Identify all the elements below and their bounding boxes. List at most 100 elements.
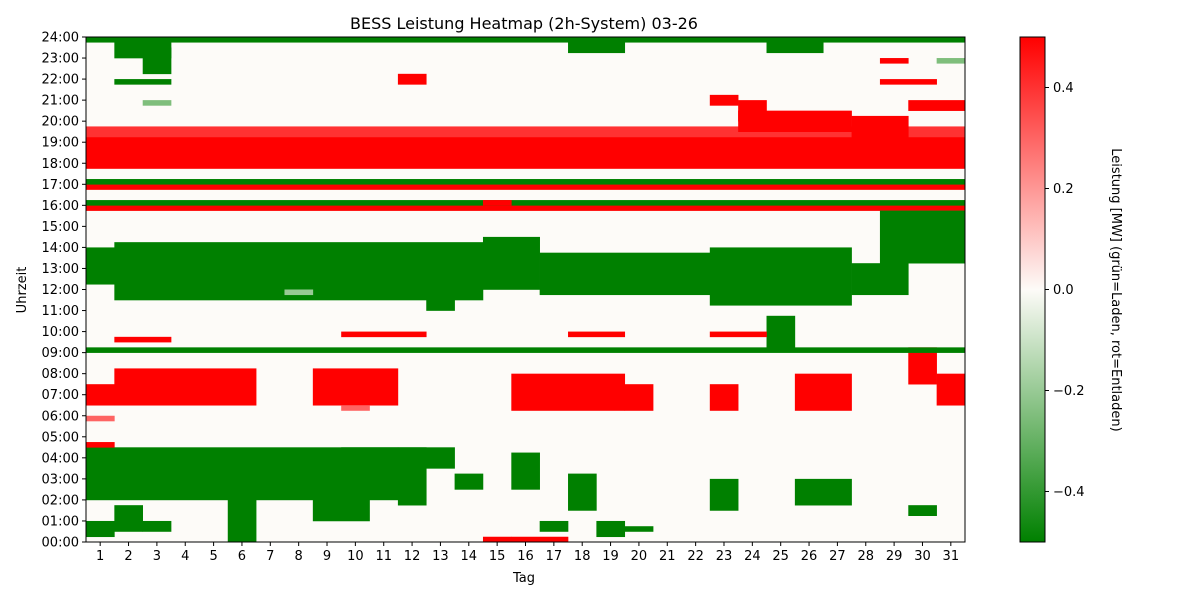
colorbar-tick-label: −0.4 [1053, 485, 1085, 500]
x-tick-label: 24 [744, 549, 761, 564]
x-tick-label: 26 [801, 549, 818, 564]
colorbar-tick-label: 0.0 [1053, 283, 1074, 298]
heatmap-cell [341, 331, 427, 338]
x-tick-label: 15 [489, 549, 506, 564]
heatmap-cell [624, 526, 654, 532]
x-tick-label: 1 [96, 549, 104, 564]
x-tick-label: 7 [266, 549, 274, 564]
colorbar-tick-label: −0.2 [1053, 384, 1085, 399]
x-tick-label: 2 [124, 549, 132, 564]
heatmap-cell [568, 331, 626, 338]
y-tick-label: 09:00 [42, 346, 79, 361]
heatmap-cell [312, 368, 399, 406]
x-tick-label: 27 [829, 549, 846, 564]
heatmap-cell [312, 484, 370, 522]
heatmap-cell [142, 100, 172, 106]
y-tick-label: 03:00 [42, 472, 79, 487]
y-tick-label: 12:00 [42, 283, 79, 298]
x-tick-label: 5 [209, 549, 217, 564]
heatmap-cell [568, 473, 597, 511]
heatmap-cell [766, 315, 796, 348]
x-tick-label: 22 [687, 549, 704, 564]
x-tick-label: 31 [943, 549, 960, 564]
heatmap-cell [341, 447, 399, 490]
y-tick-label: 14:00 [42, 241, 79, 256]
y-tick-label: 17:00 [42, 178, 79, 193]
heatmap-cell [709, 94, 739, 106]
heatmap-cell [86, 136, 966, 169]
heatmap-cell [482, 200, 512, 206]
x-tick-label: 10 [347, 549, 364, 564]
y-tick-label: 19:00 [42, 136, 79, 151]
heatmap-cell [114, 79, 172, 85]
y-axis-label: Uhrzeit [15, 267, 30, 314]
heatmap-cell [851, 115, 909, 154]
y-tick-label: 11:00 [42, 304, 79, 319]
heatmap-cell [709, 247, 852, 306]
heatmap-cell [397, 499, 427, 506]
x-tick-label: 29 [886, 549, 903, 564]
heatmap-cell [596, 520, 626, 538]
heatmap-cell [539, 252, 711, 296]
heatmap-cell [539, 520, 569, 532]
colorbar-ticks: 0.4 0.2 0.0 −0.2 −0.4 [1045, 81, 1085, 500]
heatmap-cell [879, 58, 909, 64]
heatmap-cell [908, 505, 937, 516]
y-tick-label: 20:00 [42, 115, 79, 130]
y-tick-label: 23:00 [42, 52, 79, 67]
x-tick-label: 11 [375, 549, 392, 564]
x-tick-label: 3 [153, 549, 161, 564]
heatmap-cell [86, 384, 115, 406]
heatmap-cell [908, 100, 966, 111]
heatmap-cell [86, 205, 966, 211]
heatmap-cell [511, 536, 569, 543]
heatmap-cell [908, 347, 937, 385]
colorbar [1019, 36, 1046, 543]
x-tick-label: 13 [432, 549, 449, 564]
x-tick-label: 12 [404, 549, 421, 564]
heatmap-cell [86, 415, 115, 422]
y-tick-label: 10:00 [42, 325, 79, 340]
colorbar-tick-label: 0.4 [1053, 81, 1074, 96]
heatmap-cell [86, 184, 966, 190]
heatmap-cell [397, 447, 455, 469]
y-tick-label: 13:00 [42, 262, 79, 277]
x-tick-label: 23 [716, 549, 733, 564]
y-axis: 00:00 01:00 02:00 03:00 04:00 05:00 06:00 07:00… [42, 31, 86, 551]
y-tick-label: 22:00 [42, 73, 79, 88]
heatmap-cells [86, 37, 966, 543]
heatmap-cell [936, 58, 966, 64]
heatmap-cell [86, 200, 966, 206]
y-tick-label: 04:00 [42, 451, 79, 466]
heatmap-cell [709, 478, 739, 511]
x-tick-label: 8 [295, 549, 303, 564]
heatmap-cell [794, 373, 852, 411]
y-tick-label: 08:00 [42, 367, 79, 382]
heatmap-cell [738, 110, 852, 132]
heatmap-cell [86, 520, 115, 538]
y-tick-label: 18:00 [42, 157, 79, 172]
colorbar-label: Leistung [MW] (grün=Laden, rot=Entladen) [1108, 148, 1123, 431]
heatmap-cell [284, 289, 314, 296]
x-tick-label: 4 [181, 549, 189, 564]
heatmap-cell [86, 126, 966, 138]
x-axis: 1 2 3 4 5 6 7 8 9 10 11 12 13 14 15 16 17 18 19 20 21 22 23 24 2… [96, 542, 959, 564]
x-tick-label: 20 [631, 549, 648, 564]
heatmap-cell [511, 452, 540, 490]
heatmap-cell [199, 463, 229, 485]
heatmap-cell [341, 405, 370, 411]
y-tick-label: 06:00 [42, 409, 79, 424]
y-tick-label: 07:00 [42, 388, 79, 403]
x-tick-label: 9 [323, 549, 331, 564]
y-tick-label: 15:00 [42, 220, 79, 235]
x-tick-label: 30 [914, 549, 931, 564]
colorbar-tick-label: 0.2 [1053, 182, 1074, 197]
chart-title: BESS Leistung Heatmap (2h-System) 03-26 [350, 14, 698, 33]
heatmap-cell [936, 373, 966, 406]
heatmap-cell [86, 347, 966, 353]
y-tick-label: 24:00 [42, 31, 79, 46]
heatmap-cell [397, 73, 427, 85]
x-tick-label: 14 [461, 549, 478, 564]
heatmap-cell [879, 79, 937, 85]
